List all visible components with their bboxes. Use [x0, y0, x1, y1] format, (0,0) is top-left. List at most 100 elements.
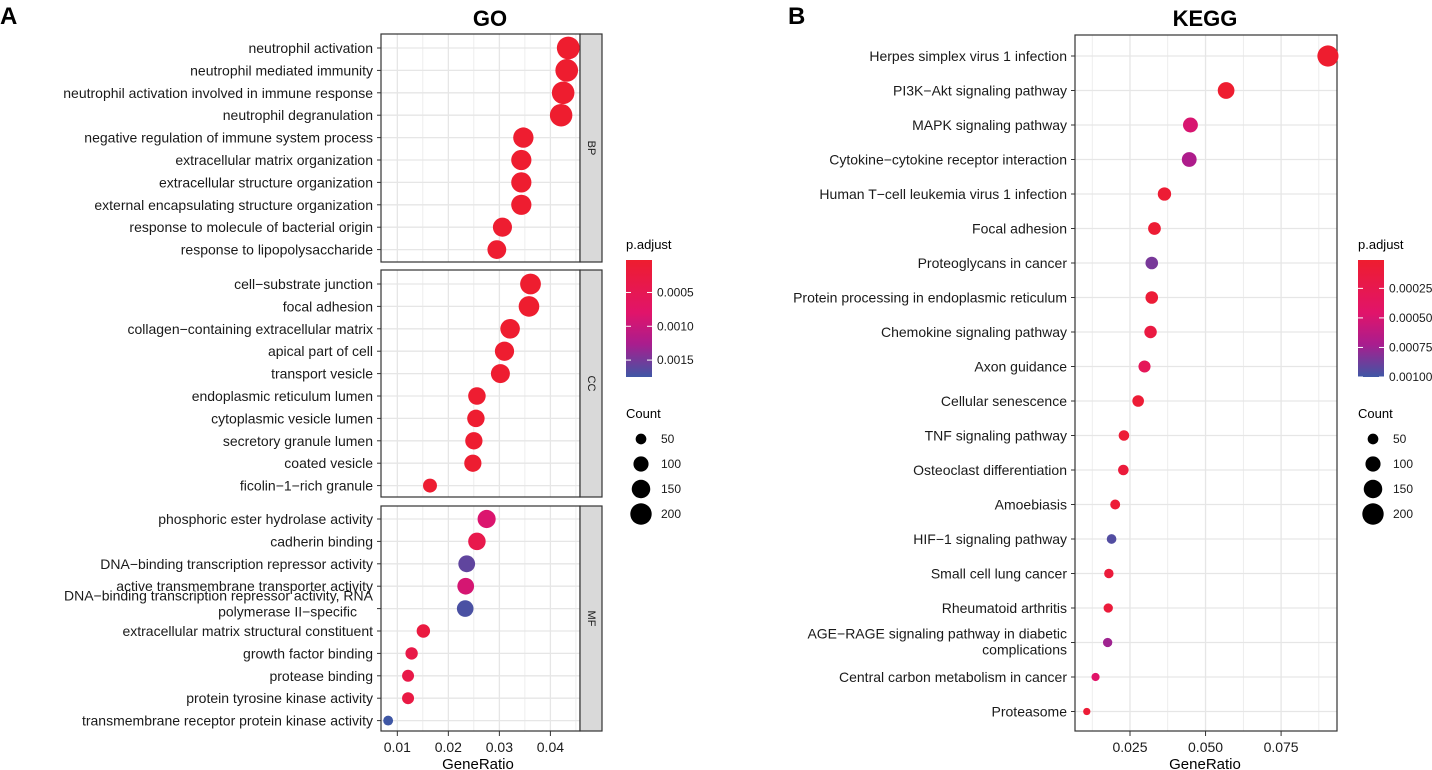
go-dot-cadherin-binding: [468, 532, 486, 551]
color-bar-tick-label: 0.00050: [1389, 311, 1432, 325]
size-legend-label: 50: [661, 432, 675, 446]
go-dot-neutrophil-activation-involved-in-immune-response: [551, 81, 575, 105]
go-x-axis: 0.01 0.02 0.03 0.04: [384, 731, 564, 755]
go-dot-external-encapsulating-structure-organization: [511, 194, 532, 215]
kegg-term-label-hif-1-signaling-pathway: HIF−1 signaling pathway: [913, 531, 1067, 547]
go-term-label-extracellular-matrix-organization: extracellular matrix organization: [175, 152, 373, 168]
size-legend-label: 150: [1393, 482, 1413, 496]
go-term-label-cadherin-binding: cadherin binding: [270, 533, 373, 549]
go-dot-focal-adhesion: [518, 296, 540, 317]
kegg-dot-rheumatoid-arthritis: [1103, 603, 1113, 613]
size-legend-dot: [631, 479, 651, 499]
go-dot-growth-factor-binding: [405, 647, 418, 660]
kegg-size-legend-title: Count: [1358, 406, 1393, 421]
size-legend-dot: [1365, 456, 1381, 472]
kegg-dot-cytokine-cytokine-receptor-interaction: [1181, 152, 1197, 167]
panel-label-a: A: [0, 3, 17, 30]
go-legend: p.adjust 0.0005 0.0010 0.0015 Count 50 100 1…: [626, 237, 694, 525]
go-size-legend-title: Count: [626, 406, 661, 421]
go-term-label-transmembrane-receptor-protein-kinase-activity: transmembrane receptor protein kinase ac…: [82, 713, 373, 729]
kegg-term-label-axon-guidance: Axon guidance: [974, 359, 1067, 375]
kegg-term-label-proteoglycans-in-cancer: Proteoglycans in cancer: [918, 255, 1068, 271]
go-term-label-ficolin-1-rich-granule: ficolin−1−rich granule: [240, 478, 373, 494]
go-term-label-neutrophil-activation: neutrophil activation: [248, 40, 373, 56]
size-legend-label: 200: [661, 507, 681, 521]
go-term-label-transport-vesicle: transport vesicle: [271, 366, 373, 382]
go-term-label-neutrophil-mediated-immunity: neutrophil mediated immunity: [190, 62, 373, 78]
go-dot-transmembrane-receptor-protein-kinase-activity: [383, 715, 394, 726]
kegg-dot-age-rage-signaling-pathway-in-diabetic-complications: [1102, 637, 1113, 648]
go-term-label-response-to-molecule-of-bacterial-origin: response to molecule of bacterial origin: [129, 219, 373, 235]
kegg-term-label-proteasome: Proteasome: [992, 704, 1068, 720]
go-term-label-negative-regulation-of-immune-system-process: negative regulation of immune system pro…: [84, 130, 373, 146]
kegg-term-label-amoebiasis: Amoebiasis: [995, 497, 1067, 513]
kegg-legend: p.adjust 0.00025 0.00050 0.00075 0.00100 Co…: [1358, 237, 1432, 525]
go-term-label-cell-substrate-junction: cell−substrate junction: [234, 276, 373, 292]
size-legend-dot: [633, 456, 649, 472]
go-dots: [383, 36, 580, 726]
go-term-labels: neutrophil activation neutrophil mediated…: [63, 40, 381, 729]
go-term-label-neutrophil-activation-involved-in-immune-response: neutrophil activation involved in immune…: [63, 85, 373, 101]
color-bar-tick-label: 0.0010: [657, 319, 694, 333]
go-facet-panels: BP CC MF: [380, 33, 603, 732]
kegg-dot-amoebiasis: [1110, 499, 1121, 510]
go-dot-phosphoric-ester-hydrolase-activity: [477, 509, 496, 529]
go-x-tick-label: 0.04: [537, 739, 564, 755]
go-x-tick-label: 0.02: [435, 739, 462, 755]
go-dot-coated-vesicle: [464, 454, 482, 472]
go-term-label-focal-adhesion: focal adhesion: [283, 298, 373, 314]
panel-label-b: B: [788, 3, 805, 30]
go-dot-secretory-granule-lumen: [465, 432, 483, 450]
go-term-label-growth-factor-binding: growth factor binding: [243, 645, 373, 661]
go-dot-response-to-lipopolysaccharide: [487, 240, 507, 259]
go-term-label-collagen-containing-extracellular-matrix: collagen−containing extracellular matrix: [127, 321, 373, 337]
go-term-label-apical-part-of-cell: apical part of cell: [268, 343, 373, 359]
kegg-dot-herpes-simplex-virus-1-infection: [1317, 45, 1339, 67]
go-term-label-cytoplasmic-vesicle-lumen: cytoplasmic vesicle lumen: [211, 410, 373, 426]
kegg-x-tick-label: 0.050: [1188, 739, 1223, 755]
go-dot-neutrophil-degranulation: [549, 103, 573, 127]
kegg-x-label: GeneRatio: [1169, 756, 1241, 770]
go-color-bar: [626, 260, 652, 377]
size-legend-dot: [1367, 433, 1379, 445]
kegg-dot-mapk-signaling-pathway: [1182, 117, 1198, 133]
go-dot-ficolin-1-rich-granule: [423, 478, 437, 493]
size-legend-label: 50: [1393, 432, 1407, 446]
kegg-dot-pi3k-akt-signaling-pathway: [1217, 82, 1235, 99]
go-dot-apical-part-of-cell: [494, 341, 515, 361]
go-dot-protein-tyrosine-kinase-activity: [402, 692, 415, 705]
size-legend-dot: [635, 433, 647, 445]
go-term-label-protein-tyrosine-kinase-activity: protein tyrosine kinase activity: [186, 690, 373, 706]
go-term-label-secretory-granule-lumen: secretory granule lumen: [223, 433, 373, 449]
kegg-dot-proteasome: [1083, 707, 1091, 716]
kegg-dot-cellular-senescence: [1132, 395, 1144, 407]
go-term-label-protease-binding: protease binding: [269, 668, 373, 684]
kegg-term-label-age-rage-signaling-pathway-in-diabetic-complications: AGE−RAGE signaling pathway in diabetic co…: [807, 626, 1067, 658]
size-legend-dot: [630, 503, 652, 525]
go-facet-cc-strip-label: CC: [585, 376, 597, 392]
go-facet-bp-strip: [579, 33, 603, 263]
kegg-term-labels: Herpes simplex virus 1 infection PI3K−Akt…: [793, 48, 1075, 720]
go-dot-negative-regulation-of-immune-system-process: [513, 127, 534, 148]
kegg-dot-central-carbon-metabolism-in-cancer: [1091, 672, 1100, 682]
go-term-label-response-to-lipopolysaccharide: response to lipopolysaccharide: [181, 242, 373, 258]
go-dot-dna-binding-transcription-repressor-activity: [458, 555, 476, 573]
go-color-legend-title: p.adjust: [626, 237, 672, 252]
kegg-dot-tnf-signaling-pathway: [1118, 430, 1130, 441]
kegg-term-label-cytokine-cytokine-receptor-interaction: Cytokine−cytokine receptor interaction: [829, 152, 1067, 168]
go-term-label-neutrophil-degranulation: neutrophil degranulation: [223, 107, 373, 123]
go-facet-mf-strip: [579, 505, 603, 732]
go-x-label: GeneRatio: [442, 756, 514, 770]
kegg-color-bar: [1358, 260, 1384, 377]
go-dot-extracellular-structure-organization: [511, 172, 532, 193]
go-dot-extracellular-matrix-structural-constituent: [416, 624, 431, 638]
kegg-term-label-human-t-cell-leukemia-virus-1-infection: Human T−cell leukemia virus 1 infection: [819, 186, 1067, 202]
go-dot-cytoplasmic-vesicle-lumen: [467, 409, 485, 428]
color-bar-tick-label: 0.00025: [1389, 281, 1432, 295]
kegg-dot-protein-processing-in-endoplasmic-reticulum: [1145, 291, 1159, 304]
go-term-label-dna-binding-transcription-repressor-activity-rna-polymerase-ii-specific: DNA−binding transcription repressor acti…: [64, 588, 374, 620]
kegg-dot-chemokine-signaling-pathway: [1144, 325, 1157, 339]
kegg-dot-small-cell-lung-cancer: [1104, 568, 1114, 579]
kegg-term-label-tnf-signaling-pathway: TNF signaling pathway: [925, 428, 1067, 444]
